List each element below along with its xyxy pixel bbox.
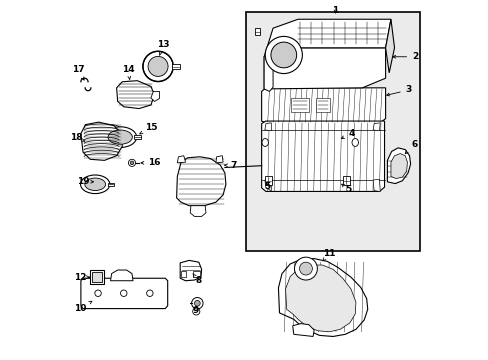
Bar xyxy=(108,183,114,186)
Ellipse shape xyxy=(84,178,105,190)
Polygon shape xyxy=(151,91,159,102)
Text: 16: 16 xyxy=(141,158,161,167)
Circle shape xyxy=(148,57,168,76)
Text: 5: 5 xyxy=(264,182,269,191)
Circle shape xyxy=(192,308,200,315)
Text: 1: 1 xyxy=(332,6,338,15)
Bar xyxy=(134,135,141,139)
Ellipse shape xyxy=(108,130,132,144)
Polygon shape xyxy=(261,121,384,192)
Circle shape xyxy=(270,42,296,68)
Polygon shape xyxy=(261,88,385,123)
Text: 13: 13 xyxy=(157,40,169,55)
Polygon shape xyxy=(116,81,154,109)
Bar xyxy=(342,176,349,185)
Text: 9: 9 xyxy=(192,306,198,315)
Text: 19: 19 xyxy=(77,177,93,186)
Circle shape xyxy=(143,51,173,81)
Polygon shape xyxy=(372,179,380,192)
Polygon shape xyxy=(110,270,133,281)
Bar xyxy=(181,271,186,277)
Circle shape xyxy=(121,290,127,296)
Text: 15: 15 xyxy=(140,123,158,134)
Text: 10: 10 xyxy=(74,301,92,313)
Text: 2: 2 xyxy=(392,52,418,61)
Bar xyxy=(255,28,259,35)
Text: 7: 7 xyxy=(224,161,237,170)
Polygon shape xyxy=(278,258,367,337)
Text: 14: 14 xyxy=(122,66,134,80)
Polygon shape xyxy=(180,260,201,281)
Polygon shape xyxy=(264,179,271,191)
Circle shape xyxy=(128,159,135,166)
Circle shape xyxy=(294,257,317,280)
Text: 8: 8 xyxy=(192,274,202,285)
Circle shape xyxy=(191,297,203,309)
Circle shape xyxy=(130,161,134,165)
Polygon shape xyxy=(390,154,407,179)
Ellipse shape xyxy=(262,139,268,147)
Text: 11: 11 xyxy=(322,249,335,261)
Text: 6: 6 xyxy=(405,140,416,154)
Circle shape xyxy=(194,300,200,306)
Polygon shape xyxy=(372,123,380,131)
Polygon shape xyxy=(216,156,223,163)
Text: 18: 18 xyxy=(69,133,85,142)
Polygon shape xyxy=(385,19,394,73)
Bar xyxy=(192,271,200,277)
Polygon shape xyxy=(285,265,355,332)
Polygon shape xyxy=(190,206,205,216)
Ellipse shape xyxy=(103,127,136,148)
Bar xyxy=(172,64,180,69)
Polygon shape xyxy=(176,157,225,206)
Circle shape xyxy=(146,290,153,296)
Circle shape xyxy=(264,36,302,73)
Polygon shape xyxy=(81,278,167,309)
Bar xyxy=(264,176,271,185)
Polygon shape xyxy=(264,48,272,91)
Circle shape xyxy=(95,290,101,296)
Text: 3: 3 xyxy=(386,85,411,96)
Polygon shape xyxy=(264,123,271,131)
Text: 4: 4 xyxy=(341,129,354,139)
Polygon shape xyxy=(264,48,385,89)
Polygon shape xyxy=(290,98,308,112)
Bar xyxy=(246,12,419,251)
Polygon shape xyxy=(81,122,122,160)
Polygon shape xyxy=(264,19,390,57)
Polygon shape xyxy=(177,156,185,163)
Polygon shape xyxy=(386,148,410,184)
Bar xyxy=(90,270,103,284)
Text: 12: 12 xyxy=(74,273,89,282)
Bar xyxy=(92,272,102,282)
Circle shape xyxy=(299,262,312,275)
Ellipse shape xyxy=(351,139,358,147)
Polygon shape xyxy=(292,324,313,337)
Text: 5: 5 xyxy=(341,184,350,194)
Polygon shape xyxy=(315,98,329,112)
Text: 17: 17 xyxy=(72,66,84,80)
Ellipse shape xyxy=(81,175,110,194)
